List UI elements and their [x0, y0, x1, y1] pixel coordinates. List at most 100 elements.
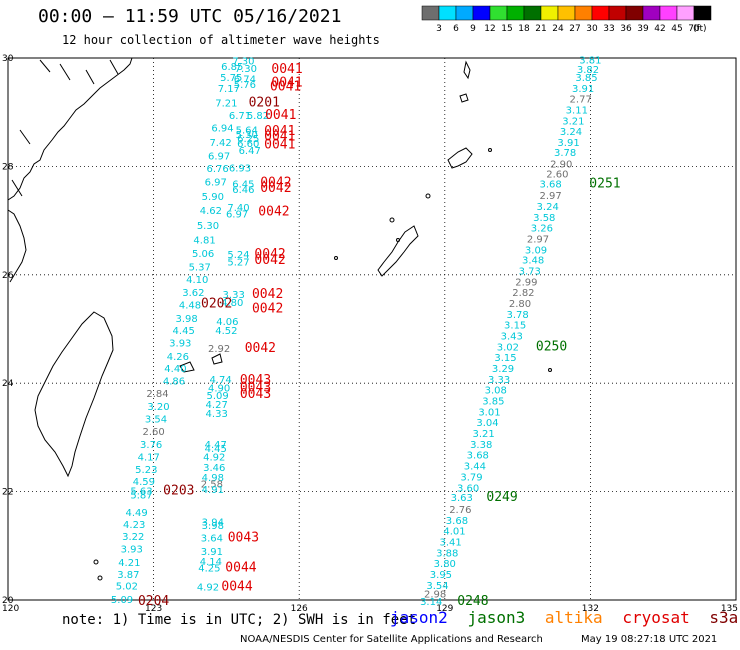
- pass-time-label: 0041: [271, 62, 302, 77]
- china-coast-south: [7, 209, 27, 283]
- pass-time-label: 0042: [260, 181, 291, 196]
- wave-height-value: 3.85: [482, 397, 504, 408]
- wave-height-value: 4.33: [206, 409, 228, 420]
- pass-time-label: 0041: [265, 108, 296, 123]
- wave-height-value: 4.40: [164, 364, 186, 375]
- map-frame: [7, 57, 737, 601]
- wave-height-value: 6.47: [239, 146, 261, 157]
- legend-label: 36: [620, 24, 632, 34]
- small-island: [425, 193, 431, 199]
- wave-height-value: 5.30: [236, 130, 258, 141]
- legend-swatch: [574, 5, 593, 21]
- wave-height-value: 2.60: [142, 427, 164, 438]
- pass-time-label: 0250: [536, 339, 567, 354]
- amami-island: [447, 147, 473, 169]
- legend-swatch: [642, 5, 661, 21]
- legend-label: 33: [603, 24, 614, 34]
- wave-height-value: 3.91: [557, 138, 579, 149]
- lat-tick-label: 20: [2, 596, 14, 606]
- wave-height-value: 3.54: [426, 581, 448, 592]
- wave-height-value: 6.74: [234, 75, 256, 86]
- wave-height-value: 6.71: [229, 111, 251, 122]
- wave-height-value: 4.14: [200, 557, 222, 568]
- wave-height-value: 7.42: [209, 138, 231, 149]
- small-island: [488, 148, 492, 152]
- wave-height-value: 4.80: [221, 298, 243, 309]
- timestamp-text: May 19 08:27:18 UTC 2021: [581, 634, 718, 645]
- wave-height-value: 2.92: [208, 344, 230, 355]
- wave-height-value: 2.77: [570, 95, 592, 106]
- legend-swatch: [540, 5, 559, 21]
- legend-unit: (ft): [693, 24, 707, 34]
- wave-height-value: 3.46: [203, 463, 225, 474]
- wave-height-value: 5.02: [116, 581, 138, 592]
- wave-height-value: 5.76: [234, 80, 256, 91]
- wave-height-value: 4.25: [198, 563, 220, 574]
- wave-height-value: 5.09: [207, 391, 229, 402]
- legend-label: 30: [586, 24, 598, 34]
- wave-height-value: 4.81: [193, 236, 215, 247]
- pass-time-label: 0042: [252, 287, 283, 302]
- wave-height-value: 4.27: [206, 400, 228, 411]
- legend-swatch: [676, 5, 695, 21]
- pass-time-label: 0041: [271, 75, 302, 90]
- wave-height-value: 3.88: [436, 548, 458, 559]
- wave-height-value: 7.30: [235, 64, 257, 75]
- legend-swatch: [455, 5, 474, 21]
- legend-label: 3: [436, 24, 442, 34]
- wave-height-value: 4.92: [203, 452, 225, 463]
- legend-swatch: [438, 5, 457, 21]
- wave-height-value: 4.48: [179, 301, 201, 312]
- china-islands: [11, 59, 119, 197]
- mission-altika: altika: [544, 608, 603, 627]
- pass-time-label: 0042: [254, 253, 285, 268]
- yakushima: [459, 93, 469, 103]
- wave-height-value: 3.93: [121, 545, 143, 556]
- wave-height-value: 4.23: [123, 520, 145, 531]
- wave-height-value: 5.82: [247, 111, 269, 122]
- wave-height-value: 4.52: [215, 326, 237, 337]
- legend-swatch: [608, 5, 627, 21]
- wave-height-value: 2.99: [515, 277, 537, 288]
- legend-swatch: [557, 5, 576, 21]
- wave-height-value: 3.73: [519, 266, 541, 277]
- wave-height-value: 3.15: [494, 353, 516, 364]
- wave-height-value: 3.11: [566, 105, 588, 116]
- wave-height-value: 3.09: [525, 245, 547, 256]
- wave-height-value: 3.60: [457, 483, 479, 494]
- wave-height-value: 3.85: [575, 73, 597, 84]
- wave-height-value: 5.63: [130, 487, 152, 498]
- pass-time-label: 0203: [163, 484, 194, 499]
- wave-height-value: 3.14: [420, 597, 442, 608]
- axis-labels: 120 123 126 129 132 135 30 28 26 24 22 20: [2, 54, 738, 614]
- wave-height-value: 2.97: [527, 234, 549, 245]
- wave-height-value: 3.64: [201, 534, 223, 545]
- lon-tick-label: 129: [436, 604, 453, 614]
- wave-height-value: 3.91: [572, 84, 594, 95]
- small-island: [389, 217, 395, 223]
- wave-height-value: 3.41: [439, 537, 461, 548]
- wave-height-value: 5.06: [192, 249, 214, 260]
- color-legend: 3 6 9 12 15 18 21 24 27 30 33 36 39 42 45 70(ft): [421, 5, 712, 34]
- pass-time-label: 0043: [240, 373, 271, 388]
- wave-height-value: 6.76: [207, 164, 229, 175]
- wave-height-value: 3.79: [460, 472, 482, 483]
- wave-height-value: 3.02: [497, 342, 519, 353]
- pass-time-label: 0202: [201, 297, 232, 312]
- legend-label: 6: [453, 24, 459, 34]
- wave-height-value: 2.60: [546, 169, 568, 180]
- wave-height-value: 2.80: [509, 299, 531, 310]
- legend-label: 27: [569, 24, 580, 34]
- wave-height-value: 3.62: [182, 288, 204, 299]
- wave-height-value: 7.40: [227, 203, 249, 214]
- wave-height-value: 2.90: [550, 160, 572, 171]
- wave-height-value: 6.97: [208, 152, 230, 163]
- small-island: [396, 238, 400, 242]
- wave-height-value: 4.10: [186, 275, 208, 286]
- pass-time-label: 0249: [486, 490, 517, 505]
- pass-time-label: 0042: [260, 176, 291, 191]
- wave-height-value: 2.84: [146, 389, 168, 400]
- wave-height-value: 4.01: [443, 527, 465, 538]
- lat-tick-label: 30: [2, 54, 14, 64]
